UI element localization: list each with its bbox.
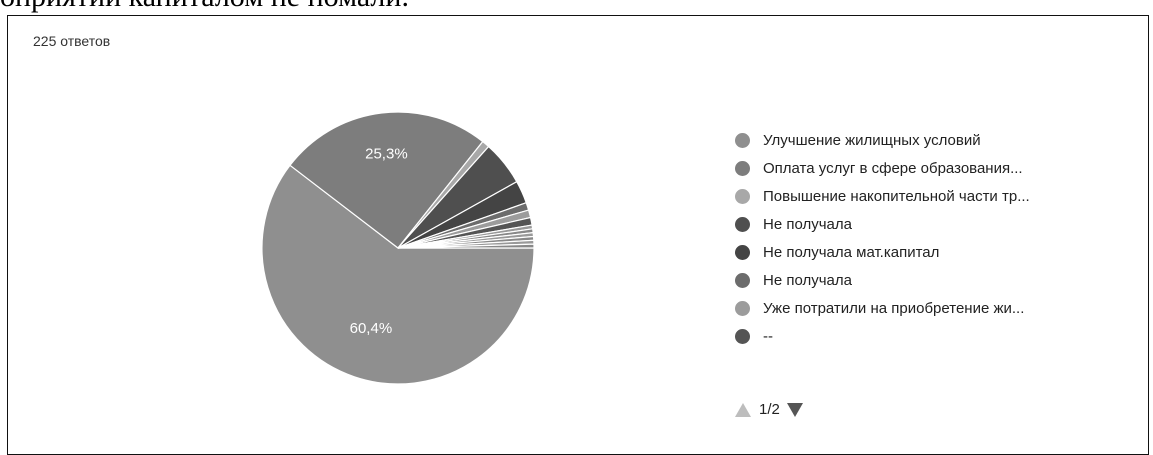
legend-item[interactable]: Не получала мат.капитал <box>735 238 1135 266</box>
page-down-icon[interactable] <box>786 402 803 417</box>
responses-count: 225 ответов <box>33 33 111 49</box>
pie-value-label: 60,4% <box>350 320 393 337</box>
legend-label: -- <box>763 327 773 345</box>
legend-dot-icon <box>735 300 750 316</box>
legend-item[interactable]: Не получала <box>735 210 1135 238</box>
pie-slices <box>261 111 535 385</box>
legend-pager: 1/2 <box>735 401 803 418</box>
legend-item[interactable]: Оплата услуг в сфере образования... <box>735 154 1135 182</box>
pie-value-label: 25,3% <box>365 146 408 163</box>
legend-item[interactable]: Не получала <box>735 266 1135 294</box>
legend-item[interactable]: -- <box>735 322 1135 350</box>
legend-item[interactable]: Уже потратили на приобретение жи... <box>735 294 1135 322</box>
legend-dot-icon <box>735 160 750 176</box>
legend-dot-icon <box>735 132 750 148</box>
pager-label: 1/2 <box>759 401 780 418</box>
legend-label: Не получала мат.капитал <box>763 243 940 261</box>
legend-item[interactable]: Повышение накопительной части тр... <box>735 182 1135 210</box>
chart-card: 225 ответов 60,4% 25,3% Улучшение жилищны… <box>7 15 1149 455</box>
pie-slice[interactable] <box>261 164 535 385</box>
legend-label: Не получала <box>763 271 852 289</box>
page-up-icon[interactable] <box>735 402 751 417</box>
legend-label: Улучшение жилищных условий <box>763 131 981 149</box>
legend-dot-icon <box>735 328 750 344</box>
pie-value-labels: 60,4% 25,3% <box>350 146 408 337</box>
legend-label: Повышение накопительной части тр... <box>763 187 1030 205</box>
pie-slice[interactable] <box>397 243 535 249</box>
legend-label: Уже потратили на приобретение жи... <box>763 299 1025 317</box>
pie-chart: 60,4% 25,3% <box>261 111 535 385</box>
legend-label: Не получала <box>763 215 852 233</box>
legend-dot-icon <box>735 188 750 204</box>
document-text-fragment: оприятий капиталом не помали. <box>0 0 409 14</box>
legend-item[interactable]: Улучшение жилищных условий <box>735 126 1135 154</box>
legend: Улучшение жилищных условий Оплата услуг … <box>735 126 1135 350</box>
legend-label: Оплата услуг в сфере образования... <box>763 159 1023 177</box>
legend-dot-icon <box>735 216 750 232</box>
legend-dot-icon <box>735 244 750 260</box>
legend-dot-icon <box>735 272 750 288</box>
pie-slice[interactable] <box>289 111 484 249</box>
